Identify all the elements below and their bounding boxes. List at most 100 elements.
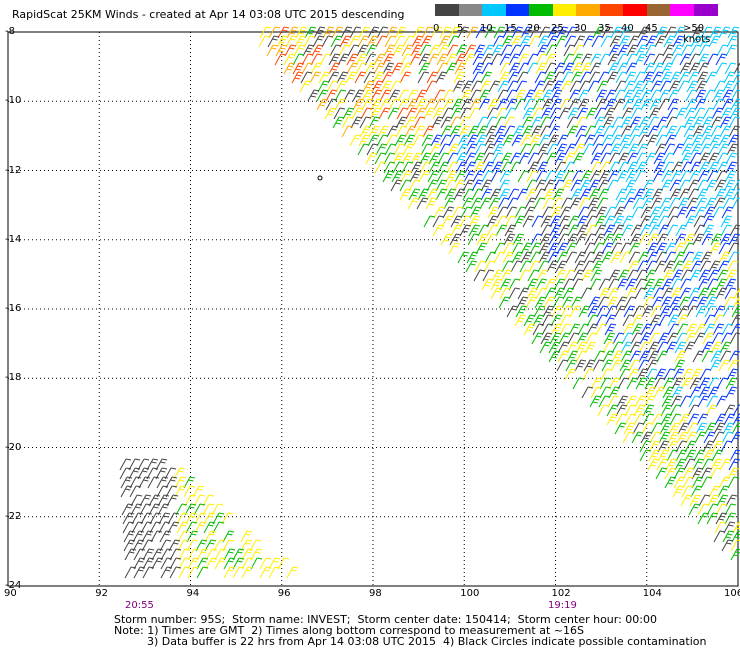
wind-barb	[666, 224, 679, 237]
wind-barb	[606, 296, 619, 309]
wind-barb	[653, 161, 666, 174]
wind-barb	[570, 179, 583, 192]
wind-barb	[628, 359, 641, 372]
wind-barb	[357, 143, 370, 156]
lon-label: 106	[724, 588, 740, 599]
wind-barb	[549, 215, 562, 228]
wind-barb	[408, 179, 421, 192]
wind-barb	[574, 251, 587, 264]
wind-barb	[420, 143, 433, 156]
wind-barb	[133, 548, 146, 561]
wind-barb	[648, 440, 661, 453]
wind-barb	[540, 224, 553, 237]
wind-barb	[597, 71, 610, 84]
wind-barb	[463, 53, 476, 66]
wind-barb	[482, 269, 495, 282]
wind-barb	[653, 152, 666, 165]
wind-barb	[429, 143, 442, 156]
wind-barb	[328, 53, 341, 66]
wind-barb	[617, 152, 630, 165]
wind-barb	[700, 26, 713, 39]
wind-barb	[123, 539, 136, 552]
wind-barb	[508, 278, 521, 291]
wind-barb	[608, 161, 621, 174]
wind-barb	[558, 107, 571, 120]
wind-barb	[549, 107, 562, 120]
wind-barb	[722, 305, 735, 318]
wind-barb	[599, 386, 612, 399]
wind-barb	[667, 89, 680, 102]
wind-barb	[716, 269, 729, 282]
wind-barb	[385, 26, 398, 39]
wind-barb	[337, 53, 350, 66]
wind-barb	[713, 422, 726, 435]
wind-barb	[619, 242, 632, 255]
wind-barb	[692, 350, 705, 363]
wind-barb	[698, 269, 711, 282]
wind-barb	[457, 26, 470, 39]
wind-barb	[606, 404, 619, 417]
wind-barb	[644, 152, 657, 165]
wind-barb	[648, 332, 661, 345]
wind-barb	[706, 503, 719, 516]
wind-barb	[462, 188, 475, 201]
wind-barb	[652, 62, 665, 75]
wind-barb	[400, 170, 413, 183]
wind-barb	[677, 422, 690, 435]
wind-barb	[694, 431, 707, 444]
wind-barb	[444, 188, 457, 201]
wind-barb	[427, 53, 440, 66]
wind-barb	[505, 89, 518, 102]
wind-barb	[709, 26, 722, 39]
contamination-circle	[317, 175, 323, 181]
wind-barb	[575, 125, 588, 138]
wind-barb	[593, 116, 606, 129]
wind-barb	[568, 98, 581, 111]
wind-barb	[690, 260, 703, 273]
wind-barb	[372, 71, 385, 84]
wind-barb	[471, 188, 484, 201]
wind-barb	[629, 341, 642, 354]
wind-barb	[719, 125, 732, 138]
wind-barb	[617, 269, 630, 282]
wind-barb	[387, 107, 400, 120]
wind-barb	[684, 107, 697, 120]
wind-barb	[607, 278, 620, 291]
wind-barb	[535, 287, 548, 300]
wind-barb	[714, 413, 727, 426]
wind-barb	[685, 431, 698, 444]
wind-barb	[268, 557, 281, 570]
wind-barb	[518, 269, 531, 282]
wind-barb	[367, 134, 380, 147]
wind-barb	[645, 368, 658, 381]
wind-barb	[680, 161, 693, 174]
wind-barb	[727, 134, 740, 147]
wind-barb	[509, 44, 522, 57]
wind-barb	[660, 71, 673, 84]
wind-barb	[167, 512, 180, 525]
wind-barb	[720, 215, 733, 228]
lon-label: 90	[4, 588, 17, 599]
wind-barb	[720, 224, 733, 237]
wind-barb	[647, 233, 660, 246]
wind-barb	[545, 152, 558, 165]
wind-barb	[435, 71, 448, 84]
wind-barb	[526, 170, 539, 183]
wind-barb	[409, 53, 422, 66]
wind-barb	[158, 512, 171, 525]
wind-barb	[702, 449, 715, 462]
wind-barb	[657, 449, 670, 462]
wind-barb	[169, 566, 182, 579]
wind-barb	[522, 215, 535, 228]
wind-barb	[334, 89, 347, 102]
wind-barb	[364, 53, 377, 66]
wind-barb	[165, 476, 178, 489]
wind-barb	[700, 251, 713, 264]
wind-barb	[642, 404, 655, 417]
wind-barb	[546, 260, 559, 273]
lat-label: -10	[5, 95, 22, 107]
wind-barb	[526, 287, 539, 300]
wind-barb	[441, 215, 454, 228]
wind-barb	[724, 287, 737, 300]
wind-barb	[705, 404, 718, 417]
